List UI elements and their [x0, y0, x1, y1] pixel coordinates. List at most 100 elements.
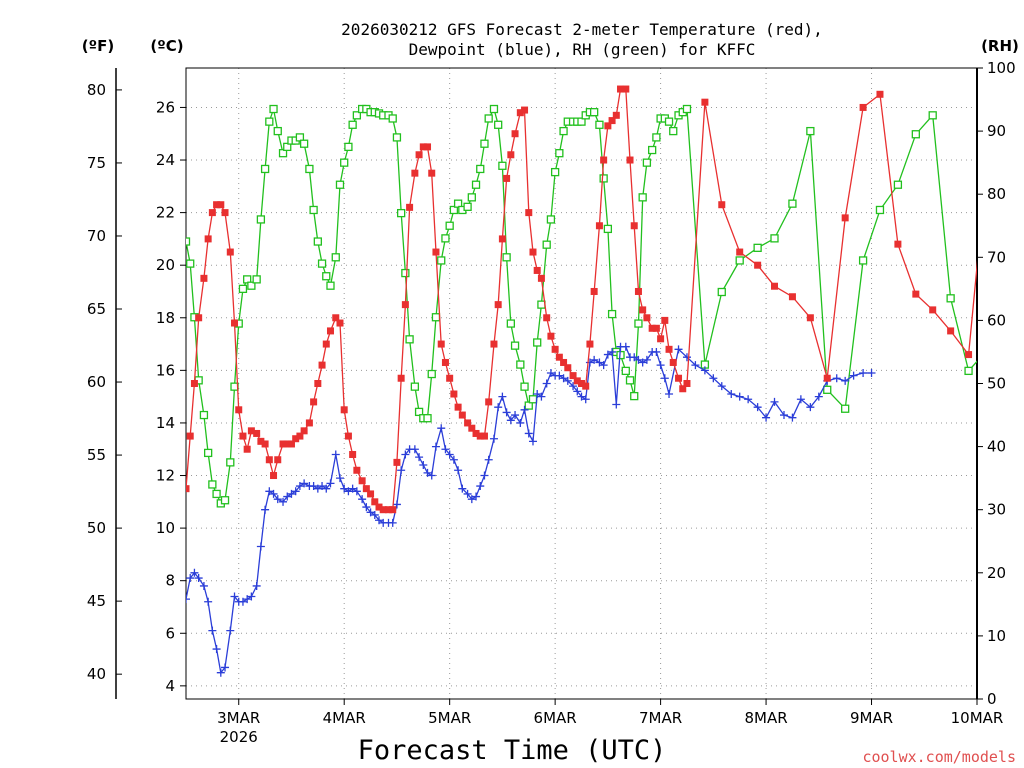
rh-point [397, 208, 406, 218]
dewpoint-point [397, 466, 406, 475]
rh-tick-label: 90 [987, 122, 1006, 140]
temperature-point [432, 248, 440, 256]
temperature-point [243, 445, 251, 453]
rh-point [607, 309, 617, 319]
fahrenheit-tick-label: 50 [87, 519, 106, 537]
temperature-point [441, 358, 449, 366]
temperature-point [257, 437, 265, 445]
rh-tick-label: 40 [987, 438, 1006, 456]
rh-point [449, 205, 459, 215]
temperature-point [876, 90, 884, 98]
rh-point [278, 149, 288, 158]
dewpoint-point [415, 453, 424, 462]
rh-point [516, 360, 525, 369]
dewpoint-point [494, 403, 503, 412]
rh-point [410, 382, 420, 391]
temperature-point [982, 175, 989, 182]
rh-point [1018, 102, 1024, 109]
dewpoint-point [441, 445, 450, 454]
temperature-point [367, 490, 375, 498]
dewpoint-point [401, 450, 410, 459]
temperature-point [458, 411, 466, 419]
temperature-point [661, 316, 669, 324]
rh-point [928, 111, 937, 120]
temperature-point [305, 419, 313, 427]
rh-point [577, 117, 586, 126]
dewpoint-point [431, 442, 440, 451]
dewpoint-point [344, 487, 353, 496]
rh-point [226, 458, 235, 467]
rh-point [652, 133, 661, 142]
dewpoint-point [859, 368, 868, 377]
dewpoint-point [788, 413, 797, 422]
rh-tick-label: 80 [987, 185, 1006, 203]
temperature-point [551, 345, 559, 353]
rh-point [858, 256, 868, 265]
temperature-point [353, 466, 361, 474]
rh-point [841, 404, 850, 413]
temperature-point [547, 332, 555, 340]
temperature-point [292, 435, 300, 443]
time-tick-label: 4MAR [323, 709, 366, 727]
temperature-point [235, 406, 243, 414]
temperature-point [639, 306, 647, 314]
rh-unit-label: (RH) [981, 37, 1019, 55]
temperature-point [472, 429, 480, 437]
dewpoint-point [709, 374, 718, 383]
dewpoint-point [204, 597, 213, 606]
temperature-point [287, 440, 295, 448]
dewpoint-point [388, 518, 397, 527]
temperature-point [371, 498, 379, 506]
temperature-point [428, 169, 436, 177]
temperature-point [375, 503, 383, 511]
dewpoint-point [603, 350, 612, 359]
dewpoint-point [563, 376, 572, 385]
rh-point [203, 448, 213, 458]
rh-point [682, 104, 692, 114]
temperature-point [630, 222, 638, 230]
dewpoint-point [506, 416, 515, 425]
rh-point [305, 164, 314, 174]
rh-point [256, 215, 266, 224]
dewpoint-point [533, 390, 542, 399]
temperature-point [586, 340, 594, 348]
dewpoint-point [573, 387, 582, 396]
temperature-point [569, 372, 577, 380]
temperature-point [393, 458, 401, 466]
temperature-point [265, 456, 273, 464]
dewpoint-point [445, 450, 454, 459]
rh-point [524, 401, 533, 410]
temperature-point [622, 85, 630, 93]
rh-point [476, 164, 485, 174]
temperature-point [1000, 96, 1007, 103]
dewpoint-point [370, 510, 379, 519]
dewpoint-point [660, 374, 669, 383]
rh-point [471, 180, 481, 189]
dewpoint-point [630, 353, 639, 362]
fahrenheit-axis: 40 45 50 55 60 65 70 75 80 [87, 81, 122, 683]
dewpoint-point [419, 461, 428, 470]
temperature-point [718, 201, 726, 209]
rh-point [664, 117, 674, 126]
rh-point [498, 161, 507, 170]
temperature-point [573, 377, 581, 385]
dewpoint-series [186, 342, 876, 677]
celsius-tick-label: 26 [156, 98, 175, 116]
dewpoint-point [340, 484, 349, 493]
rh-point [431, 313, 441, 322]
temperature-point [344, 432, 352, 440]
dewpoint-point [256, 542, 265, 551]
fahrenheit-unit-label: (ºF) [82, 37, 114, 55]
temperature-point [195, 314, 203, 322]
rh-point [309, 205, 318, 215]
dewpoint-point [656, 361, 665, 370]
temperature-point [498, 235, 506, 243]
rh-point [467, 193, 476, 202]
temperature-point [186, 432, 194, 440]
dewpoint-point [814, 392, 823, 401]
temperature-point [965, 351, 973, 359]
dewpoint-point [335, 474, 344, 483]
dewpoint-point [489, 434, 498, 443]
dewpoint-point [472, 492, 481, 501]
temperature-point [511, 130, 519, 138]
